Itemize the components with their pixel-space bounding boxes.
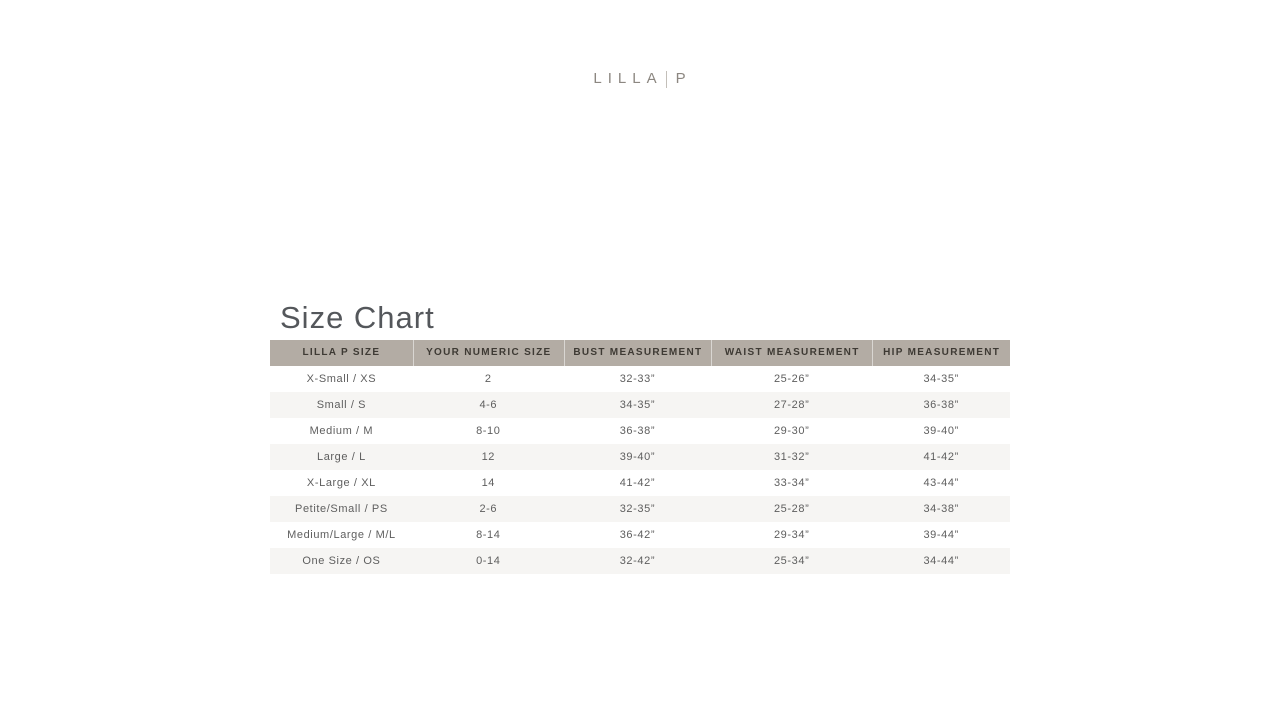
table-cell: 39-40” [619,451,656,463]
table-cell: 36-38” [923,399,959,411]
page-title: Size Chart [280,300,435,335]
column-header: YOUR NUMERIC SIZE [412,340,564,366]
table-cell: Large / L [316,451,366,463]
table-cell: 36-42” [619,529,656,541]
table-cell: 2 [484,373,492,385]
table-cell: 32-35” [619,503,656,515]
table-cell: 27-28” [773,399,810,411]
column-header: HIP MEASUREMENT [872,340,1010,366]
brand-logo-suffix: P [675,70,687,87]
table-cell: 31-32” [773,451,810,463]
table-cell: 25-26” [773,373,810,385]
table-row: X-Large / XL 14 41-42” 33-34” 43-44” [270,470,1010,496]
table-cell: 34-44” [923,555,959,567]
site-header: LILLA P [0,0,1280,88]
table-cell: 39-44” [923,529,959,541]
table-cell: 12 [481,451,495,463]
table-cell: 32-42” [619,555,656,567]
table-row: Large / L 12 39-40” 31-32” 41-42” [270,444,1010,470]
column-header: WAIST MEASUREMENT [711,340,873,366]
table-cell: 4-6 [479,399,498,411]
logo-divider-bar [665,70,667,88]
table-cell: 33-34” [773,477,810,489]
table-row: One Size / OS 0-14 32-42” 25-34” 34-44” [270,548,1010,574]
table-cell: One Size / OS [302,555,381,567]
table-cell: 32-33” [619,373,656,385]
table-cell: 2-6 [479,503,498,515]
main-content: Size Chart LILLA P SIZE YOUR NUMERIC SIZE… [270,302,1010,574]
table-cell: 36-38” [619,425,656,437]
table-cell: 8-10 [476,425,501,437]
table-row: Small / S 4-6 34-35” 27-28” 36-38” [270,392,1010,418]
brand-logo-name: LILLA [593,70,663,87]
table-row: Petite/Small / PS 2-6 32-35” 25-28” 34-38” [270,496,1010,522]
table-cell: 34-38” [923,503,959,515]
table-cell: 39-40” [923,425,959,437]
table-cell: Medium / M [309,425,374,437]
table-row: Medium / M 8-10 36-38” 29-30” 39-40” [270,418,1010,444]
table-cell: 25-34” [773,555,810,567]
table-cell: 0-14 [476,555,501,567]
table-cell: 25-28” [773,503,810,515]
table-row: Medium/Large / M/L 8-14 36-42” 29-34” 39-44” [270,522,1010,548]
size-chart-table: LILLA P SIZE YOUR NUMERIC SIZE BUST MEASUR… [270,340,1010,574]
table-header-row: LILLA P SIZE YOUR NUMERIC SIZE BUST MEASUR… [270,340,1010,366]
table-cell: Small / S [316,399,367,411]
table-row: X-Small / XS 2 32-33” 25-26” 34-35” [270,366,1010,392]
table-cell: 14 [481,477,495,489]
size-chart-head: LILLA P SIZE YOUR NUMERIC SIZE BUST MEASUR… [270,340,1010,366]
table-cell: Medium/Large / M/L [287,529,396,541]
table-cell: 34-35” [923,373,959,385]
table-cell: 34-35” [619,399,656,411]
column-header: BUST MEASUREMENT [563,340,712,366]
table-cell: 8-14 [476,529,501,541]
column-header: LILLA P SIZE [270,340,413,366]
table-cell: 41-42” [923,451,959,463]
brand-logo[interactable]: LILLA P [593,70,686,88]
size-chart-body: X-Small / XS 2 32-33” 25-26” 34-35” Small / S… [270,366,1010,574]
table-cell: 41-42” [619,477,656,489]
table-cell: X-Large / XL [306,477,376,489]
table-cell: X-Small / XS [306,373,377,385]
table-cell: 43-44” [923,477,959,489]
table-cell: 29-34” [773,529,810,541]
table-cell: 29-30” [773,425,810,437]
table-cell: Petite/Small / PS [295,503,388,515]
